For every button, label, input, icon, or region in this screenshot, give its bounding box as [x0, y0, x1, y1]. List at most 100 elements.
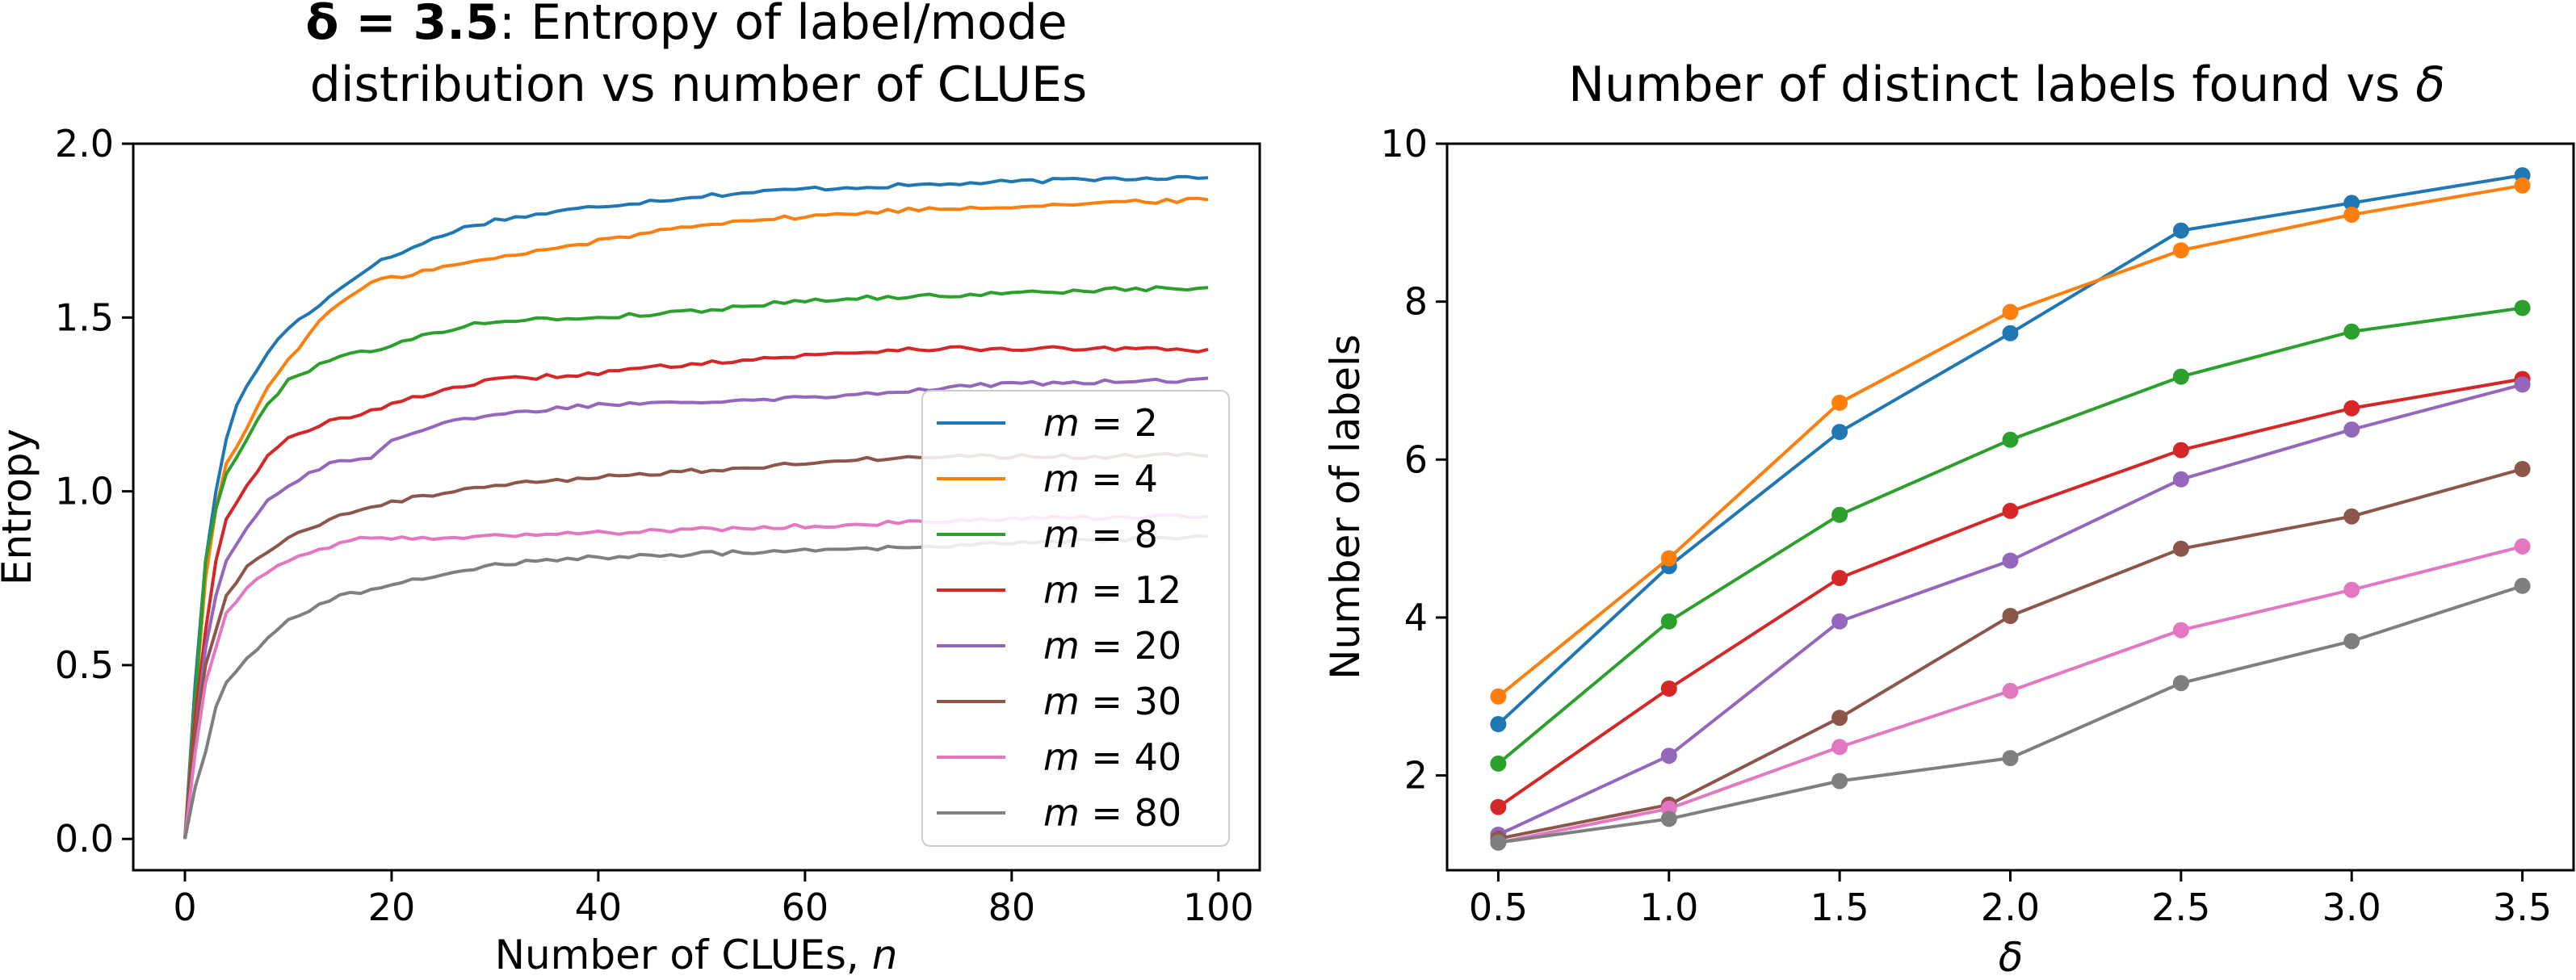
left-series-line-5: [183, 376, 1209, 840]
right-x-tick-label: 3.5: [2493, 886, 2552, 929]
right-series-2-point: [2172, 242, 2189, 259]
right-y-tick-label: 10: [1380, 122, 1428, 165]
left-x-tick-label: 100: [1183, 886, 1254, 929]
left-series-line-1: [183, 174, 1209, 840]
legend: m = 2 m = 4 m = 8 m = 12 m = 20 m = 30 m = 40 m…: [921, 390, 1230, 847]
right-series-2-point: [1831, 394, 1848, 411]
right-series-3-point: [2172, 368, 2189, 385]
right-series-line-1: [1497, 174, 2523, 726]
right-series-6-point: [2172, 540, 2189, 557]
right-series-4-point: [2172, 442, 2189, 459]
right-x-tick-label: 0.5: [1469, 886, 1528, 929]
right-y-tick-label: 2: [1404, 754, 1428, 798]
right-series-4-point: [1490, 798, 1507, 815]
left-series-line-3: [183, 285, 1209, 840]
left-x-tick-label: 80: [988, 886, 1036, 929]
right-series-5-point: [2343, 421, 2360, 438]
right-series-3-point: [1490, 755, 1507, 772]
left-axis-ticks: 0 20 40 60 80 100 0.0 0.5 1.0 1.5 2.0: [55, 122, 1254, 929]
legend-frame: [921, 390, 1230, 847]
right-series-7-point: [1831, 739, 1848, 756]
legend-label: m = 20: [1043, 624, 1181, 668]
right-series-7-point: [2172, 622, 2189, 639]
right-series-5-point: [2514, 376, 2531, 393]
right-series-2-point: [2514, 177, 2531, 194]
legend-label: m = 30: [1043, 680, 1181, 723]
right-series-8-point: [2172, 675, 2189, 692]
right-series-5-point: [2002, 552, 2019, 569]
left-x-tick-label: 40: [575, 886, 623, 929]
right-plot-frame: [1445, 142, 2575, 872]
right-series-3-point: [1660, 613, 1677, 630]
right-series-1-point: [1490, 716, 1507, 732]
right-series-2-point: [2343, 207, 2360, 223]
left-series-line-4: [183, 345, 1209, 840]
right-series-8-point: [2002, 750, 2019, 767]
right-series-7-point: [2002, 682, 2019, 699]
right-series-6-point: [1831, 710, 1848, 727]
right-series-3-point: [1831, 506, 1848, 523]
legend-items: m = 2 m = 4 m = 8 m = 12 m = 20 m = 30 m = 40 m…: [937, 401, 1181, 835]
left-plot-frame: [132, 142, 1261, 872]
right-series-5-point: [1660, 748, 1677, 764]
left-x-axis-label-var: n: [872, 932, 898, 978]
right-series-4-point: [2002, 502, 2019, 519]
legend-label: m = 12: [1043, 568, 1181, 612]
right-series-1-point: [2002, 325, 2019, 341]
left-x-tick-label: 60: [782, 886, 829, 929]
left-chart-title-bold: δ = 3.5: [305, 0, 499, 51]
left-series-line-2: [183, 196, 1209, 840]
legend-label: m = 4: [1043, 457, 1158, 500]
legend-label: m = 8: [1043, 513, 1158, 556]
right-x-tick-label: 1.5: [1810, 886, 1869, 929]
legend-label: m = 80: [1043, 791, 1181, 835]
right-series-5-point: [1831, 613, 1848, 630]
right-chart-title: Number of distinct labels found vs δ: [1568, 57, 2445, 113]
right-series-4-point: [1831, 570, 1848, 586]
left-y-tick-label: 1.5: [55, 295, 114, 339]
left-chart: 0 20 40 60 80 100 0.0 0.5 1.0 1.5 2.0 Number of CL…: [0, 122, 1261, 978]
left-chart-title-line1: δ = 3.5: Entropy of label/mode: [305, 0, 1067, 51]
right-x-tick-label: 2.5: [2151, 886, 2210, 929]
right-series-3-point: [2514, 299, 2531, 316]
right-series-2-point: [1490, 688, 1507, 705]
right-chart-title-var: δ: [2415, 57, 2445, 113]
right-axis-ticks: 0.5 1.0 1.5 2.0 2.5 3.0 3.5 2 4 6 8 10: [1380, 122, 2552, 929]
right-series-8-point: [1490, 834, 1507, 851]
right-x-tick-label: 1.0: [1639, 886, 1698, 929]
right-series-2-point: [1660, 550, 1677, 567]
right-series-3-point: [2343, 323, 2360, 340]
legend-label: m = 2: [1043, 401, 1158, 445]
left-x-axis-label-text: Number of CLUEs,: [495, 932, 872, 978]
right-series-7-point: [2514, 538, 2531, 555]
right-series-4-point: [1660, 681, 1677, 697]
right-x-tick-label: 2.0: [1981, 886, 2040, 929]
right-series-3-point: [2002, 431, 2019, 448]
right-x-axis-label: δ: [1999, 934, 2024, 980]
left-chart-title-rest: : Entropy of label/mode: [499, 0, 1068, 51]
right-series-7-point: [2343, 581, 2360, 598]
right-series-8-point: [2514, 577, 2531, 594]
right-series-5-point: [2172, 471, 2189, 488]
left-chart-series: [183, 174, 1209, 840]
left-x-tick-label: 20: [368, 886, 416, 929]
right-series-8-point: [2343, 633, 2360, 650]
right-series-4-point: [2343, 400, 2360, 417]
left-chart-title-line2: distribution vs number of CLUEs: [310, 57, 1087, 113]
right-series-1-point: [2172, 222, 2189, 239]
right-y-tick-label: 8: [1404, 280, 1428, 324]
right-x-tick-label: 3.0: [2322, 886, 2381, 929]
left-y-tick-label: 2.0: [55, 122, 114, 165]
right-series-1-point: [2343, 195, 2360, 211]
left-y-tick-label: 0.0: [55, 817, 114, 861]
right-y-tick-label: 6: [1404, 438, 1428, 481]
right-y-axis-label: Number of labels: [1322, 334, 1369, 680]
right-series-8-point: [1831, 773, 1848, 789]
right-chart-title-text: Number of distinct labels found vs: [1568, 57, 2415, 113]
right-series-8-point: [1660, 810, 1677, 827]
right-series-6-point: [2514, 461, 2531, 477]
right-chart: 0.5 1.0 1.5 2.0 2.5 3.0 3.5 2 4 6 8 10 δ Number of …: [1322, 122, 2575, 980]
right-series-line-8: [1498, 584, 2524, 844]
right-series-line-6: [1498, 467, 2524, 840]
